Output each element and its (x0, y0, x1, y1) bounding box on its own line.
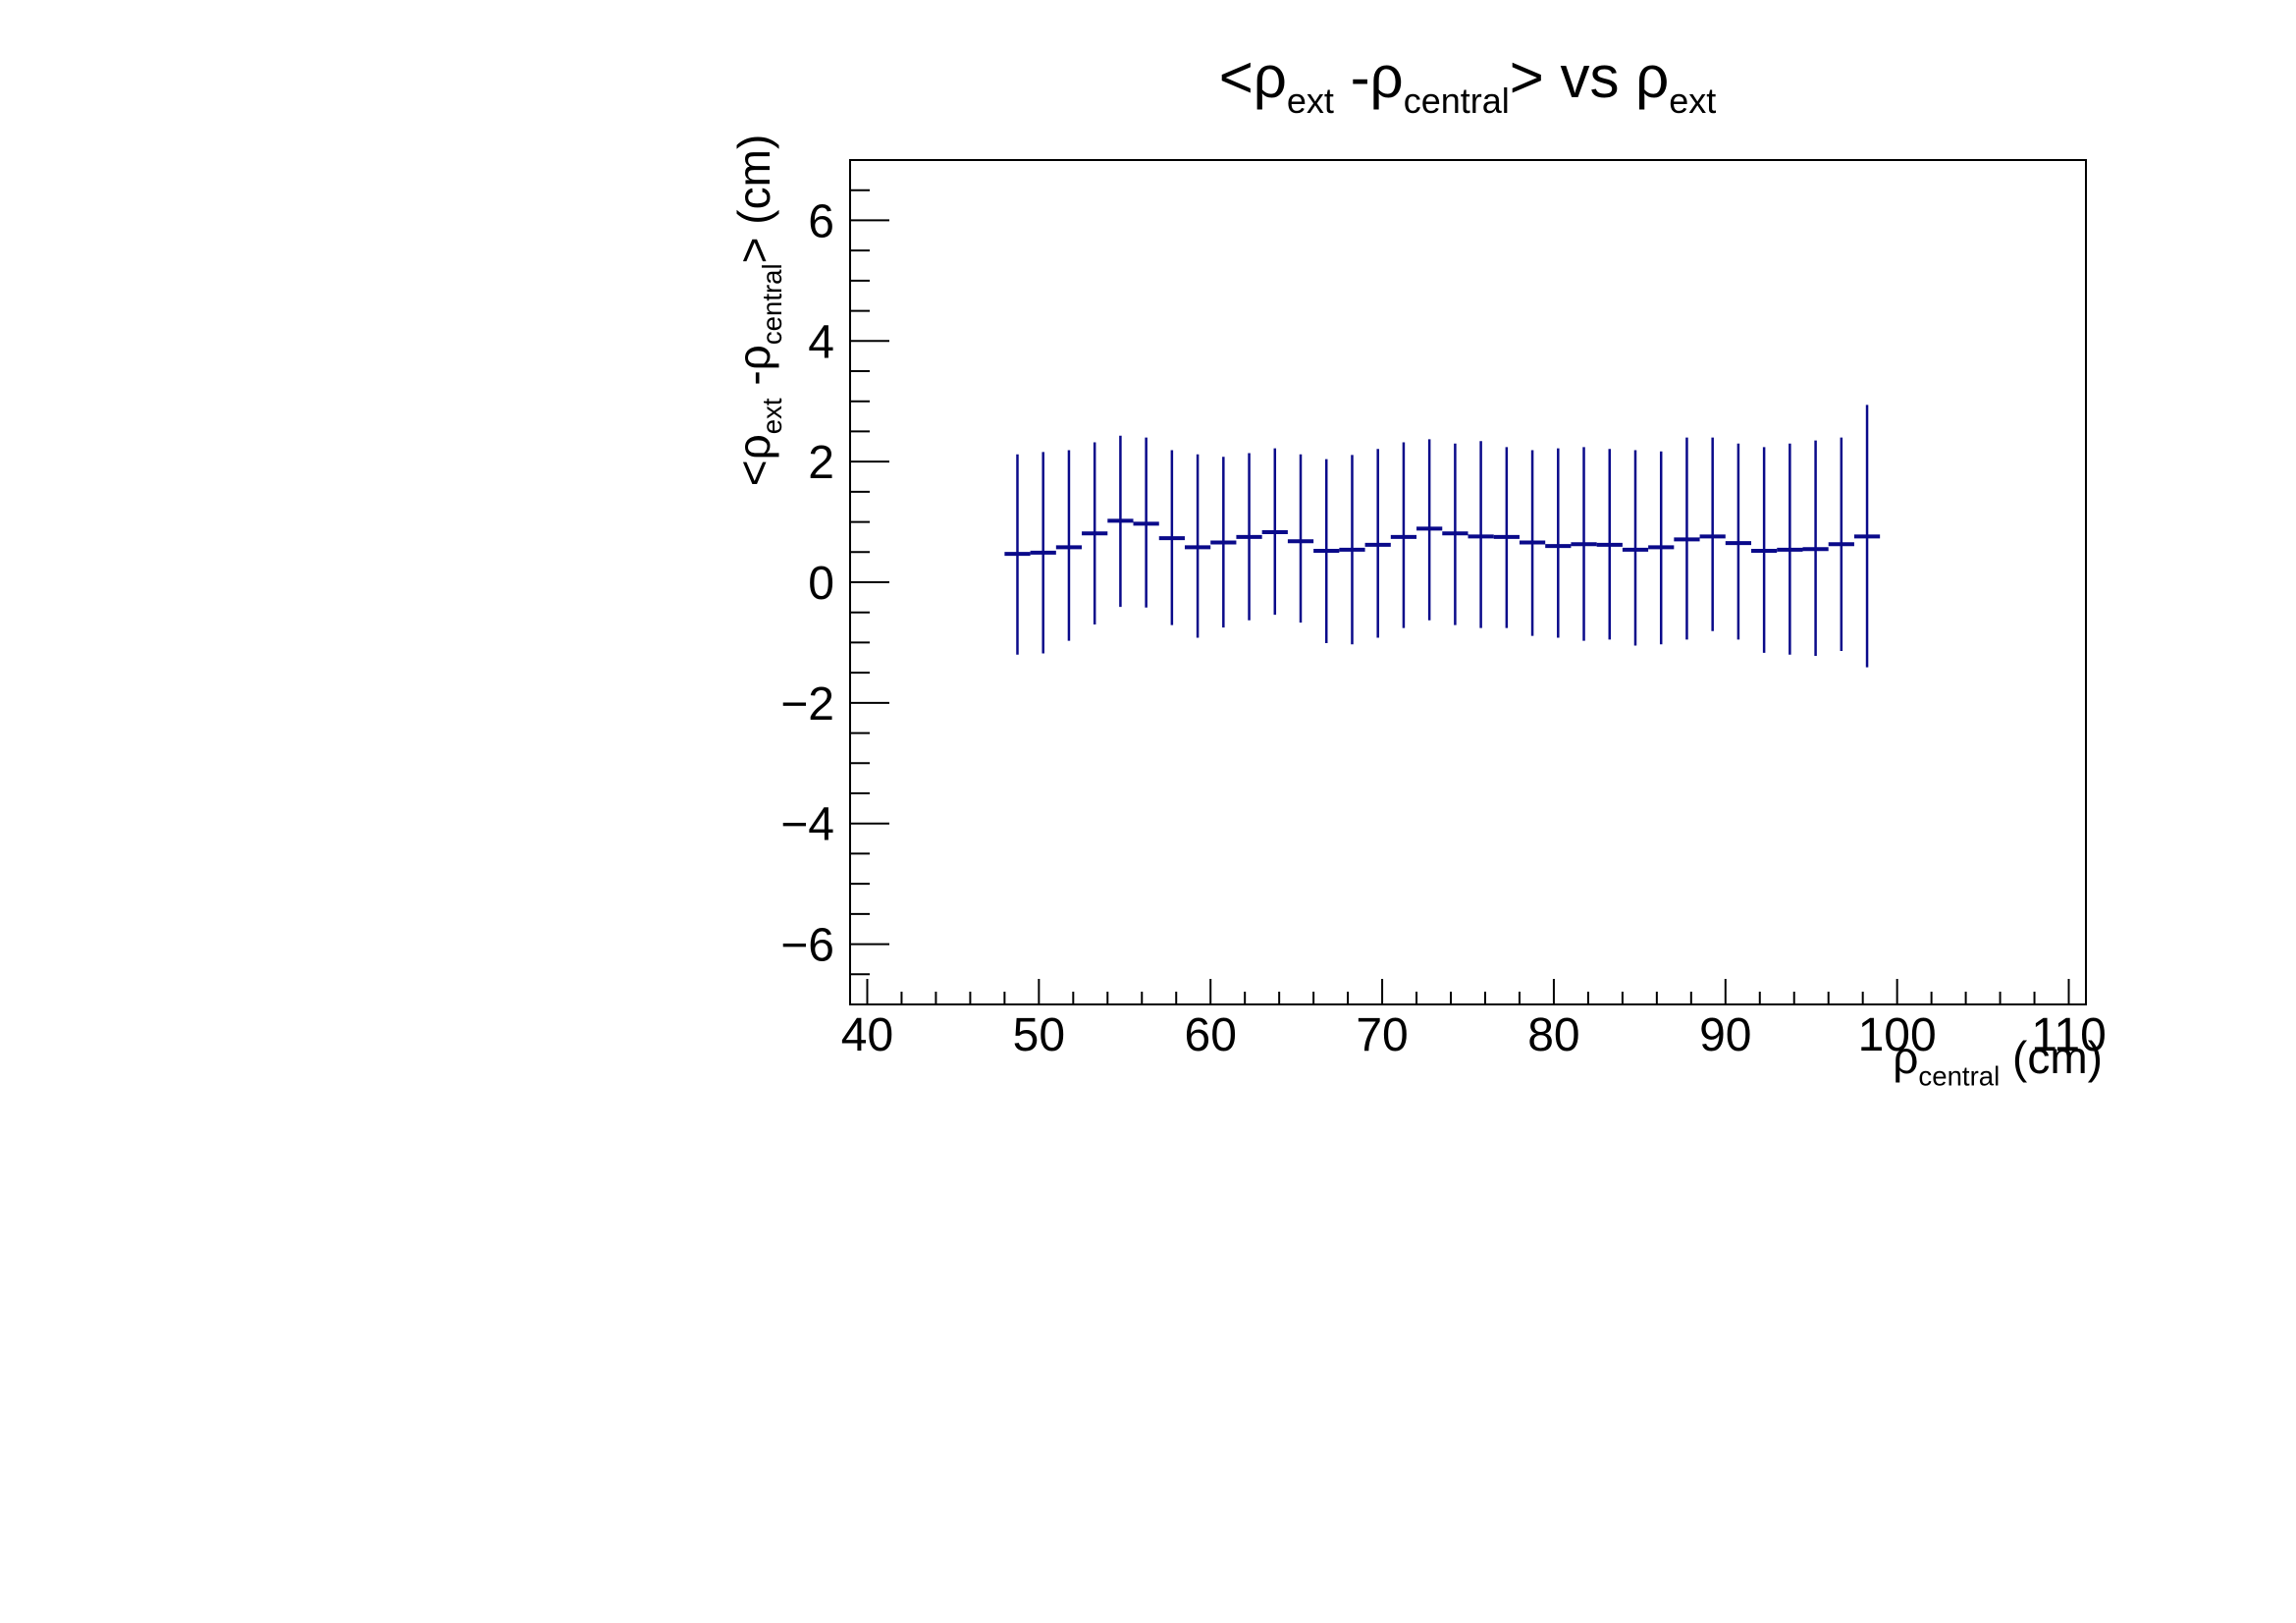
label-text: > vs ρ (1509, 44, 1670, 110)
error-bar (1777, 443, 1803, 655)
x-tick-label: 80 (1527, 1009, 1579, 1061)
error-bar (1339, 455, 1365, 645)
error-bar (1210, 457, 1237, 628)
error-bar (1416, 439, 1443, 621)
y-tick-label: −6 (780, 920, 834, 972)
error-bar (1313, 459, 1340, 644)
error-bar (1493, 447, 1520, 628)
x-axis-title: ρcentral (cm) (1893, 1031, 2103, 1092)
x-tick-label: 50 (1013, 1009, 1065, 1061)
error-bar (1236, 453, 1262, 621)
label-text: (cm) (2000, 1032, 2103, 1083)
error-bar (1802, 440, 1829, 656)
error-bar (1082, 442, 1108, 624)
error-bar (1828, 437, 1854, 652)
y-axis-ticks: −6 −4 −2 0 2 4 6 (780, 189, 889, 976)
error-bar (1596, 449, 1623, 640)
x-tick-label: 60 (1185, 1009, 1237, 1061)
label-text: <ρ (1218, 44, 1287, 110)
error-bar (1158, 450, 1185, 625)
y-tick-label: 4 (808, 316, 834, 368)
error-bar (1571, 447, 1597, 641)
error-bar (1364, 449, 1391, 638)
error-bar (1648, 451, 1675, 645)
error-bar (1107, 435, 1134, 608)
series-mean-rho-difference (1004, 405, 1881, 668)
label-subscript: ext (1286, 81, 1334, 122)
error-bar (1004, 454, 1031, 655)
y-tick-label: −2 (780, 678, 834, 730)
error-bar (1055, 450, 1083, 641)
x-tick-label: 100 (1858, 1009, 1937, 1061)
error-bar (1545, 448, 1572, 638)
x-tick-label: 40 (841, 1009, 893, 1061)
label-text: ρ (1893, 1032, 1919, 1083)
error-bar (1390, 442, 1417, 628)
error-bar (1184, 454, 1211, 638)
error-bar (1751, 447, 1778, 653)
label-text: -ρ (1333, 44, 1404, 110)
plot-frame (849, 159, 2087, 1005)
error-bar (1519, 450, 1546, 636)
error-bar (1853, 405, 1881, 668)
y-tick-label: 2 (808, 437, 834, 489)
label-subscript: ext (1669, 81, 1717, 122)
x-tick-label: 110 (2031, 1009, 2107, 1061)
error-bar (1674, 437, 1700, 640)
error-bar (1030, 452, 1056, 654)
y-tick-label: 0 (808, 558, 834, 610)
label-subscript: central (1403, 81, 1510, 122)
error-bar (1261, 448, 1288, 616)
error-bar (1699, 437, 1726, 631)
error-bar (1442, 443, 1468, 625)
error-bar (1133, 437, 1159, 608)
x-tick-label: 90 (1699, 1009, 1751, 1061)
x-tick-label: 70 (1356, 1009, 1408, 1061)
error-bar (1287, 454, 1314, 623)
plot-title: <ρext -ρcentral> vs ρext (1219, 43, 1717, 122)
error-bar (1622, 450, 1649, 646)
error-bar (1725, 443, 1752, 640)
label-subscript: central (1918, 1060, 2001, 1092)
x-axis-ticks: 40 50 60 70 80 90 100 110 (841, 979, 2107, 1061)
y-tick-label: 6 (808, 195, 834, 247)
y-tick-label: −4 (780, 799, 834, 851)
error-bar (1468, 441, 1494, 628)
